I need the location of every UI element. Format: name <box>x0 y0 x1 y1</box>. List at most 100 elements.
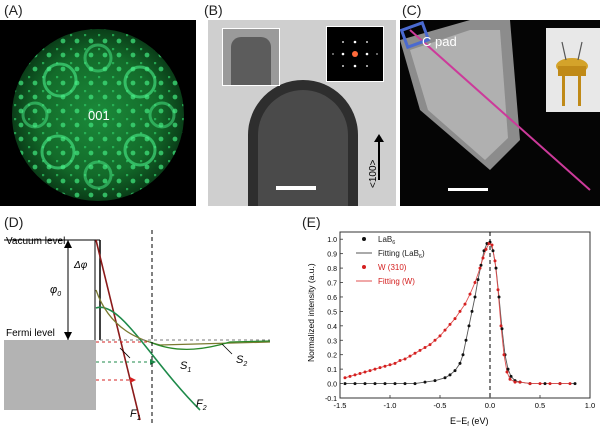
x-axis-title-unit: (eV) <box>469 416 489 426</box>
x-tick-label-5: 1.0 <box>585 401 595 410</box>
point-1-9 <box>388 363 392 367</box>
point-1-25 <box>468 292 472 296</box>
fermi-level-label: Fermi level <box>6 328 55 339</box>
point-1-31 <box>490 243 494 247</box>
f1-text: F <box>130 408 137 420</box>
point-1-7 <box>378 366 382 370</box>
point-1-29 <box>484 247 488 251</box>
inset-tip <box>222 28 280 86</box>
point-0-25 <box>494 266 498 270</box>
energy-diagram-svg <box>4 230 271 425</box>
point-1-8 <box>383 364 387 368</box>
x-tick-label-3: 0.0 <box>485 401 495 410</box>
point-1-15 <box>418 348 422 352</box>
vacuum-level-label: Vacuum level <box>6 236 66 247</box>
y-tick-label-1: 0.0 <box>327 382 337 389</box>
point-1-6 <box>373 367 377 371</box>
f2-sub: 2 <box>202 405 207 413</box>
direction-text: <100> <box>368 159 379 188</box>
point-1-44 <box>568 382 572 386</box>
point-1-41 <box>538 382 542 386</box>
point-0-26 <box>497 295 501 299</box>
diffraction-inset <box>326 26 384 82</box>
point-0-36 <box>573 382 577 386</box>
point-1-3 <box>358 371 362 375</box>
x-axis-title-main: E−E <box>450 416 467 426</box>
x-axis-title-sub: f <box>467 422 469 428</box>
scale-bar-b <box>276 186 316 190</box>
point-0-8 <box>423 380 427 384</box>
y-axis-title: Normalized intensity (a.u.) <box>306 263 316 362</box>
point-1-16 <box>423 345 427 349</box>
point-0-13 <box>458 361 462 365</box>
panel-e-label: (E) <box>302 214 321 230</box>
phi0-sub: 0 <box>57 291 62 299</box>
phi0-text: φ <box>50 284 58 296</box>
point-1-26 <box>473 281 477 285</box>
y-tick-label-10: 0.9 <box>327 252 337 259</box>
y-tick-label-0: -0.1 <box>325 396 337 403</box>
point-0-17 <box>470 309 474 313</box>
point-1-17 <box>428 343 432 347</box>
f2-text: F <box>196 398 203 410</box>
point-0-18 <box>473 295 477 299</box>
legend-marker-0 <box>362 237 366 241</box>
panel-b-label: (B) <box>204 2 223 18</box>
legend-label-2: W (310) <box>378 263 407 272</box>
point-1-4 <box>363 370 367 374</box>
fem-pattern <box>12 29 184 201</box>
point-1-35 <box>502 353 506 357</box>
phi0-label: φ0 <box>50 284 61 298</box>
point-1-36 <box>505 370 509 374</box>
point-1-23 <box>458 309 462 313</box>
point-1-22 <box>453 317 457 321</box>
point-0-27 <box>500 327 504 331</box>
x-axis-title: E−Ef (eV) <box>450 416 488 428</box>
point-0-16 <box>467 324 471 328</box>
point-1-11 <box>398 358 402 362</box>
point-0-11 <box>448 373 452 377</box>
delta-phi-label: Δφ <box>74 260 88 271</box>
panel-c-label: (C) <box>402 2 422 18</box>
point-0-12 <box>453 369 457 373</box>
s1-sub: 1 <box>187 367 192 375</box>
point-1-42 <box>548 382 552 386</box>
s2-sub: 2 <box>243 361 248 369</box>
panel-b-image: <100> <box>208 20 396 206</box>
s2-text: S <box>236 354 244 366</box>
sem-scene <box>400 20 600 191</box>
y-tick-label-7: 0.6 <box>327 295 337 302</box>
f1-label: F1 <box>130 408 141 422</box>
point-1-5 <box>368 369 372 373</box>
point-1-40 <box>528 382 532 386</box>
legend-marker-2 <box>362 265 366 269</box>
legend-label-3: Fitting (W) <box>378 277 415 286</box>
direction-arrow-head <box>374 134 384 142</box>
y-tick-label-9: 0.8 <box>327 266 337 273</box>
point-0-4 <box>383 382 387 386</box>
point-1-33 <box>496 288 500 292</box>
point-1-37 <box>508 377 512 381</box>
point-0-20 <box>479 263 483 267</box>
point-1-18 <box>433 338 437 342</box>
y-tick-label-8: 0.7 <box>327 281 337 288</box>
point-0-1 <box>353 382 357 386</box>
point-0-19 <box>476 278 480 282</box>
panel-a-image: 001 <box>0 20 196 206</box>
pad-label: C pad <box>422 34 457 49</box>
point-1-19 <box>438 334 442 338</box>
point-0-5 <box>393 382 397 386</box>
panel-c-image: C pad <box>400 20 600 206</box>
plot-frame <box>339 231 591 399</box>
s1-text: S <box>180 360 188 372</box>
y-tick-label-4: 0.3 <box>327 338 337 345</box>
point-1-21 <box>448 322 452 326</box>
point-1-2 <box>353 373 357 377</box>
point-0-0 <box>343 382 347 386</box>
panel-d-diagram: Vacuum level Fermi level Δφ φ0 S1 S2 F1 … <box>0 230 290 430</box>
point-1-34 <box>499 324 503 328</box>
panel-a-label: (A) <box>4 2 23 18</box>
f1-sub: 1 <box>136 415 141 423</box>
point-0-29 <box>506 367 510 371</box>
point-1-1 <box>348 374 352 378</box>
